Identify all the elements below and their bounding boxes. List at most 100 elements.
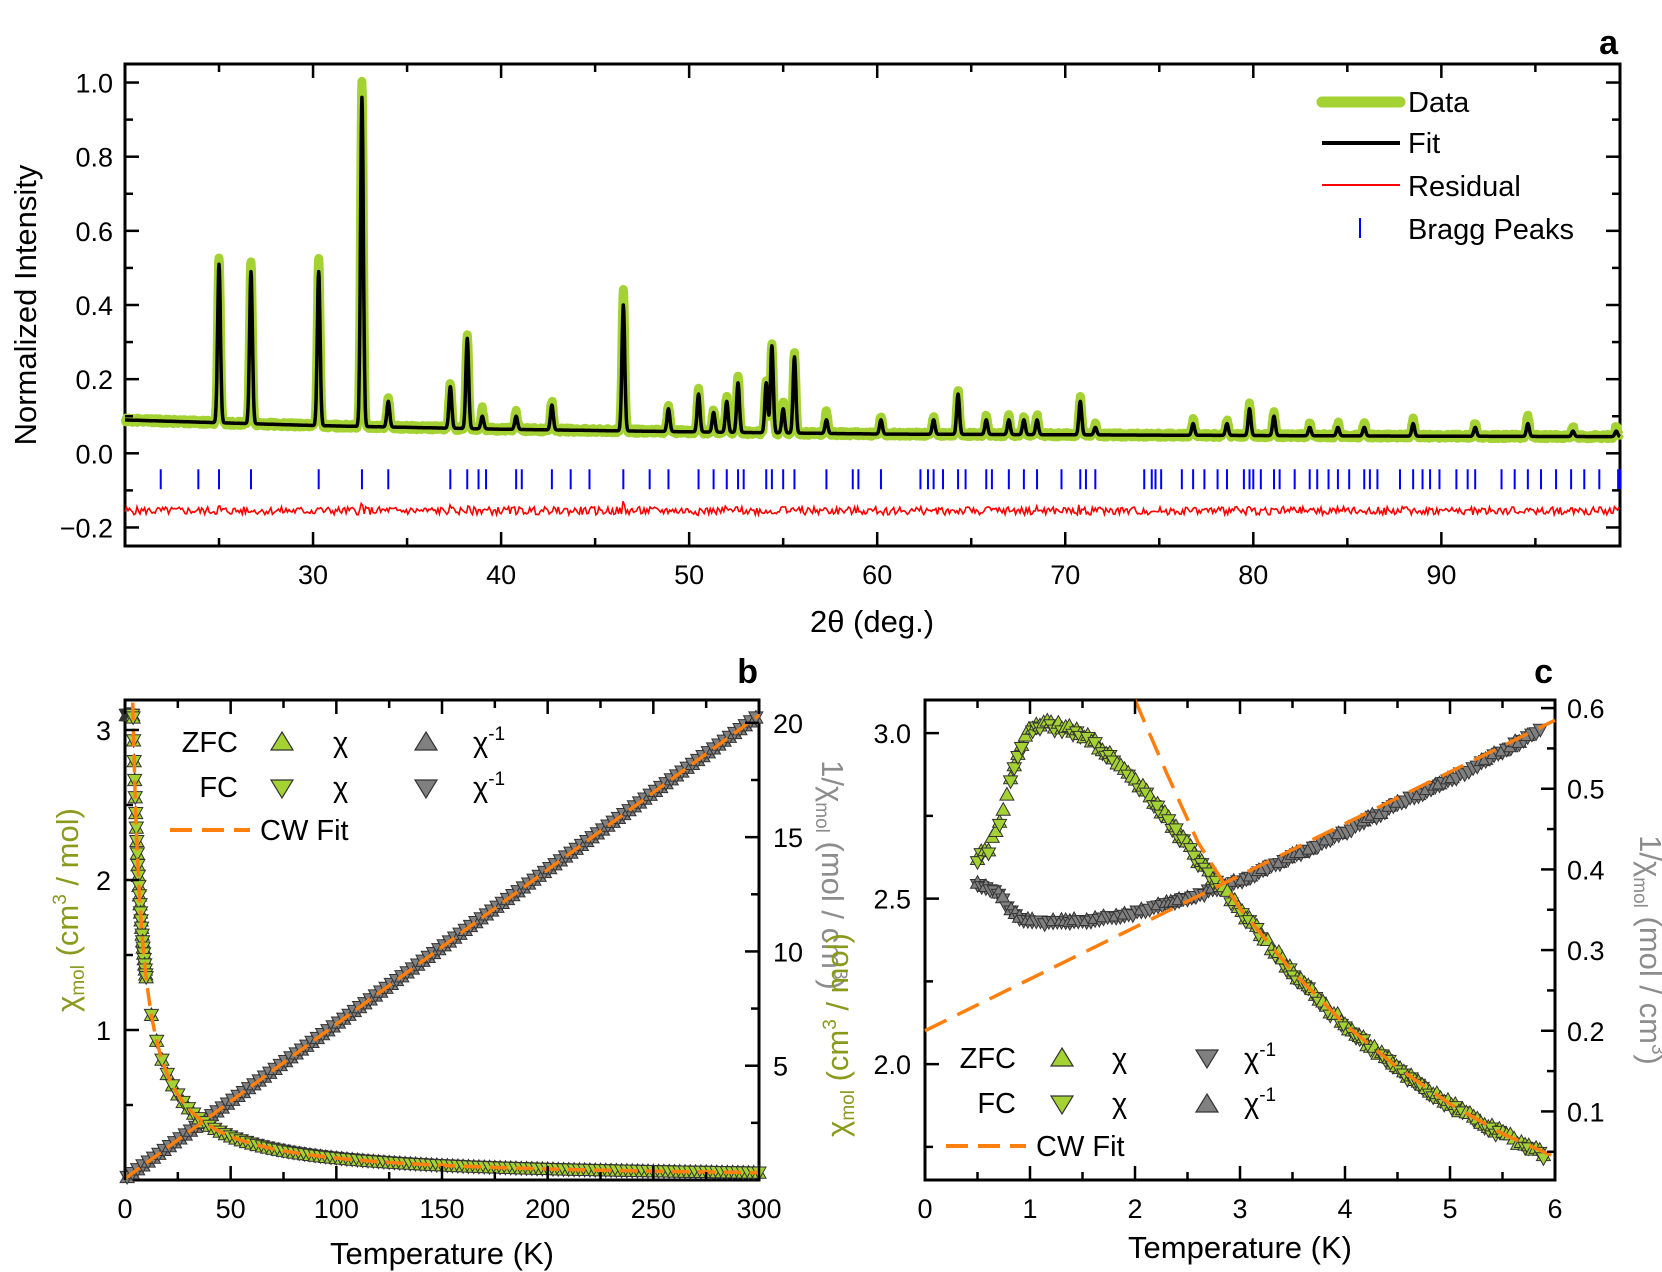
zfc-chi-marker [1049, 1046, 1075, 1067]
data-series-line [120, 76, 1625, 444]
legend-zfc: ZFC [960, 1043, 1016, 1075]
x-tick-label: 50 [216, 1194, 246, 1224]
chi-symbol: χ [50, 996, 85, 1012]
sub: mol [1629, 877, 1650, 908]
x-tick-label: 250 [631, 1194, 676, 1224]
unit: (mol / cm [815, 833, 850, 969]
legend-zfc-inv: χ-1 [1244, 1040, 1276, 1075]
zfc-chi-point [1017, 727, 1034, 742]
legend-cw-label: CW Fit [1036, 1131, 1125, 1163]
y-tick-label: 0.8 [75, 143, 113, 173]
y-tick-label: 1.0 [75, 69, 113, 99]
fc-chi-point [1002, 775, 1019, 790]
chi-symbol: χ [820, 1121, 855, 1137]
y-tick-label: 2.0 [873, 1050, 911, 1080]
residual-series-line [124, 500, 1620, 518]
legend-fc-inv: χ-1 [473, 769, 505, 804]
x-tick-label: 6 [1547, 1194, 1562, 1224]
unit: (cm [820, 1030, 855, 1090]
chi-symbol: χ [815, 786, 850, 802]
chi: χ [473, 727, 488, 759]
y2-tick-label: 0.2 [1567, 1017, 1605, 1047]
y-tick-label: 0.4 [75, 291, 113, 321]
panel-a: 30 40 50 60 70 80 90 −0.2 0.0 0.2 0.4 0.6 0.8 1.0 a 2… [8, 24, 1625, 639]
x-tick-label: 100 [314, 1194, 359, 1224]
fc-chi-point [991, 818, 1008, 833]
panel-c-y-axis-label: χmol (cm3 / mol) [820, 933, 859, 1137]
prefix: 1/ [815, 760, 850, 786]
chi: χ [1244, 1088, 1259, 1120]
x-tick-label: 2 [1127, 1194, 1142, 1224]
fit-series-line [123, 95, 1622, 439]
sup: -1 [488, 769, 505, 790]
x-tick-label: 200 [525, 1194, 570, 1224]
zfc-chi-marker [269, 730, 295, 751]
unit: (mol / cm [1633, 908, 1662, 1044]
sub: mol [811, 802, 832, 833]
x-tick-label: 4 [1337, 1194, 1352, 1224]
panel-c-x-axis-label: Temperature (K) [1128, 1230, 1352, 1265]
legend-data-label: Data [1408, 87, 1470, 119]
y-tick-label: 0.6 [75, 217, 113, 247]
y2-tick-label: 5 [773, 1052, 788, 1082]
panel-b-legend: ZFC χ χ-1 FC χ χ-1 CW Fit [170, 724, 505, 847]
legend-fc: FC [977, 1088, 1016, 1120]
chi: χ [473, 772, 488, 804]
panel-b-y2-axis-label: 1/χmol (mol / cm3) [811, 760, 850, 990]
legend-residual-label: Residual [1408, 171, 1521, 203]
x-tick-label: 90 [1426, 560, 1456, 590]
y2-tick-label: 15 [773, 823, 803, 853]
y-tick-label: 1 [96, 1016, 111, 1046]
legend-fc-chi: χ [333, 772, 348, 804]
zfc-inv-marker [413, 730, 439, 751]
fc-chi-point [1013, 742, 1030, 757]
panel-a-frame [123, 62, 1622, 548]
sup: 3 [829, 969, 850, 980]
y-tick-label: 0.2 [75, 365, 113, 395]
unit-end: / mol) [50, 808, 85, 894]
legend-zfc: ZFC [182, 727, 238, 759]
y2-tick-label: 0.6 [1567, 694, 1605, 724]
panel-a-axes: 30 40 50 60 70 80 90 −0.2 0.0 0.2 0.4 0.6 0.8 1.0 [60, 64, 1620, 590]
prefix: 1/ [1633, 835, 1662, 861]
panel-b: 0 50 100 150 200 250 300 1 2 3 5 10 15 20 b Temperatu… [50, 653, 850, 1271]
x-tick-label: 3 [1232, 1194, 1247, 1224]
legend-fc-inv: χ-1 [1244, 1085, 1276, 1120]
sup: -1 [488, 724, 505, 745]
legend-cw-label: CW Fit [260, 815, 349, 847]
fc-chi-point [980, 847, 997, 862]
legend-zfc-chi: χ [1112, 1043, 1127, 1075]
y2-tick-label: 0.5 [1567, 775, 1605, 805]
sup: 3 [820, 1019, 841, 1030]
panel-c: 0 1 2 3 4 5 6 2.0 2.5 3.0 0.1 0.2 0.3 0.4 0.5 0.6 c Tem… [873, 653, 1662, 1265]
x-tick-label: 40 [486, 560, 516, 590]
y-tick-label: 3 [96, 716, 111, 746]
y-tick-label: 3.0 [873, 719, 911, 749]
x-tick-label: 150 [419, 1194, 464, 1224]
fc-chi-marker [269, 779, 295, 800]
sup: 3 [50, 894, 71, 905]
panel-c-y2-axis-label: 1/χmol (mol / cm3) [1629, 835, 1662, 1065]
sup: -1 [1259, 1040, 1276, 1061]
x-tick-label: 300 [736, 1194, 781, 1224]
legend-zfc-chi: χ [333, 727, 348, 759]
x-tick-label: 30 [298, 560, 328, 590]
unit-end: / mol) [820, 933, 855, 1019]
y2-tick-label: 0.1 [1567, 1097, 1605, 1127]
sup: -1 [1259, 1085, 1276, 1106]
cw-fit-chi-line [1133, 699, 1556, 1159]
cw-fit-inverse-line [924, 718, 1556, 1033]
zfc-chi-point [995, 801, 1012, 816]
panel-b-y-axis-label: χmol (cm3 / mol) [50, 808, 89, 1012]
legend-zfc-inv: χ-1 [473, 724, 505, 759]
panel-a-x-axis-label: 2θ (deg.) [810, 604, 934, 639]
panel-c-legend: ZFC χ χ-1 FC χ χ-1 CW Fit [946, 1040, 1276, 1163]
legend-fit-label: Fit [1408, 128, 1440, 160]
y-tick-label: 0.0 [75, 439, 113, 469]
unit: (cm [50, 905, 85, 965]
x-tick-label: 50 [674, 560, 704, 590]
panel-a-y-axis-label: Normalized Intensity [8, 164, 43, 445]
fc-inv-marker [1194, 1092, 1220, 1113]
unit-end: ) [815, 980, 850, 990]
sub: mol [838, 1090, 859, 1121]
